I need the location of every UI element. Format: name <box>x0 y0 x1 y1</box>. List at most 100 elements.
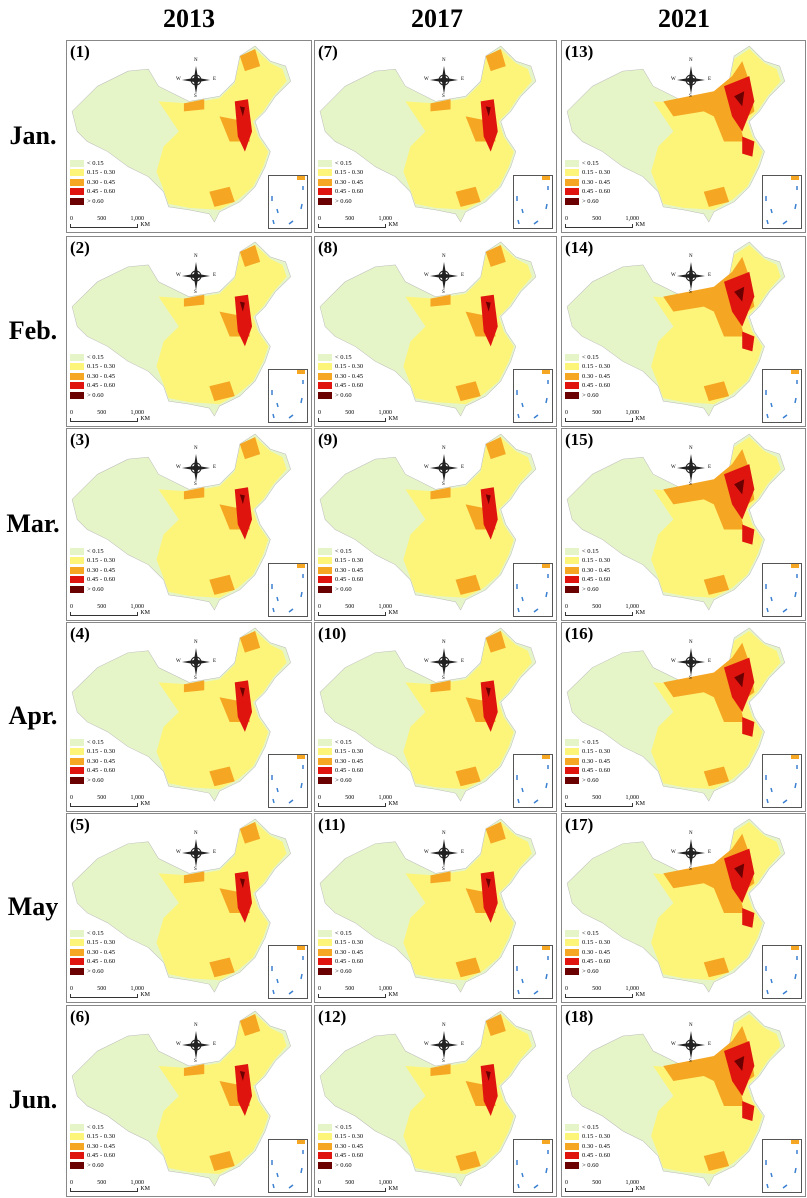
compass-e: E <box>708 659 712 664</box>
map-region-moderate <box>156 630 287 790</box>
legend-item: 0.15 - 0.30 <box>565 168 610 178</box>
legend-item: 0.15 - 0.30 <box>70 168 115 178</box>
legend-swatch <box>70 547 84 555</box>
legend-swatch <box>318 382 332 390</box>
compass-n: N <box>689 640 693 645</box>
panel-label: (13) <box>565 42 594 61</box>
china-map <box>566 45 786 223</box>
scale-tick: 1,000 <box>130 986 145 992</box>
compass-w: W <box>671 77 676 82</box>
compass-s: S <box>689 94 692 99</box>
compass-n: N <box>194 58 198 63</box>
legend-swatch <box>70 939 84 947</box>
compass-n: N <box>194 640 198 645</box>
legend-swatch <box>70 929 84 937</box>
scale-tick: 500 <box>592 604 602 610</box>
legend-swatch <box>70 767 84 775</box>
map-region-very-high <box>724 271 755 352</box>
panel-label: (16) <box>565 624 594 643</box>
legend-swatch <box>70 748 84 756</box>
compass-w: W <box>424 273 429 278</box>
map-region-very-high <box>480 1064 498 1116</box>
legend-item: > 0.60 <box>565 585 610 595</box>
legend-label: > 0.60 <box>335 585 352 593</box>
compass-w: W <box>671 465 676 470</box>
compass-icon: N S W E <box>671 58 711 99</box>
map-panel: (4) N S W E < 0.15 0.15 - 0.30 0.30 - 0.45… <box>66 622 312 812</box>
scale-unit: KM <box>635 610 645 616</box>
scale-unit: KM <box>388 610 398 616</box>
legend-label: < 0.15 <box>335 159 352 167</box>
legend-item: > 0.60 <box>70 585 115 595</box>
scale-bar: 0 500 1,000 KM <box>565 986 645 998</box>
legend-swatch <box>70 353 84 361</box>
map-panel: (16) N S W E < 0.15 0.15 - 0.30 0.30 - 0.4… <box>561 622 806 812</box>
legend-label: 0.15 - 0.30 <box>87 1133 116 1140</box>
legend-item: < 0.15 <box>70 353 115 363</box>
legend-swatch <box>318 1133 332 1141</box>
scale-unit: KM <box>635 992 645 998</box>
legend-item: 0.30 - 0.45 <box>565 372 610 382</box>
legend-label: 0.45 - 0.60 <box>87 576 116 583</box>
compass-n: N <box>442 254 446 259</box>
legend-swatch <box>318 738 332 746</box>
china-map <box>71 818 291 993</box>
legend-label: < 0.15 <box>582 159 599 167</box>
compass-s: S <box>442 290 445 295</box>
legend-label: < 0.15 <box>87 159 104 167</box>
legend-label: < 0.15 <box>582 929 599 937</box>
legend-item: 0.45 - 0.60 <box>70 766 115 776</box>
legend-label: 0.15 - 0.30 <box>582 363 611 370</box>
map-panel: (9) N S W E < 0.15 0.15 - 0.30 0.30 - 0.45… <box>314 428 557 621</box>
scale-tick: 500 <box>592 795 602 801</box>
compass-n: N <box>194 831 198 836</box>
map-region-moderate <box>156 49 287 210</box>
compass-s: S <box>689 1059 692 1064</box>
south-china-sea-inset <box>762 369 802 423</box>
legend-item: 0.30 - 0.45 <box>565 948 610 958</box>
legend-item: 0.30 - 0.45 <box>70 566 115 576</box>
legend-label: > 0.60 <box>87 391 104 399</box>
compass-n: N <box>689 446 693 451</box>
south-china-sea-inset <box>268 175 308 229</box>
compass-n: N <box>194 1023 198 1028</box>
legend-label: 0.45 - 0.60 <box>87 188 116 195</box>
legend-swatch <box>70 188 84 196</box>
legend-swatch <box>318 159 332 167</box>
legend-label: 0.15 - 0.30 <box>335 169 364 176</box>
legend: < 0.15 0.15 - 0.30 0.30 - 0.45 0.45 - 0.60 >… <box>318 1123 363 1171</box>
south-china-sea-inset <box>762 945 802 999</box>
compass-icon: N S W E <box>176 831 216 872</box>
scale-tick: 1,000 <box>378 410 393 416</box>
legend-item: > 0.60 <box>318 776 363 786</box>
legend-item: 0.30 - 0.45 <box>565 566 610 576</box>
south-china-sea-inset <box>513 369 553 423</box>
legend-swatch <box>318 188 332 196</box>
legend-swatch <box>318 585 332 593</box>
compass-icon: N S W E <box>671 1023 711 1064</box>
legend-swatch <box>565 159 579 167</box>
legend-item: 0.45 - 0.60 <box>565 766 610 776</box>
legend-item: 0.45 - 0.60 <box>565 957 610 967</box>
legend-label: 0.30 - 0.45 <box>335 178 364 186</box>
legend-label: 0.15 - 0.30 <box>582 169 611 176</box>
compass-n: N <box>442 640 446 645</box>
legend-label: > 0.60 <box>335 776 352 784</box>
compass-s: S <box>689 867 692 872</box>
compass-s: S <box>194 482 197 487</box>
legend-label: 0.15 - 0.30 <box>87 939 116 946</box>
legend-item: 0.45 - 0.60 <box>318 766 363 776</box>
legend-swatch <box>565 757 579 765</box>
legend-swatch <box>70 585 84 593</box>
map-region-moderate <box>403 49 532 210</box>
scale-bar: 0 500 1,000 KM <box>70 1180 150 1192</box>
panel-label: (15) <box>565 430 594 449</box>
legend-item: 0.15 - 0.30 <box>318 168 363 178</box>
legend-swatch <box>70 169 84 177</box>
legend-swatch <box>70 958 84 966</box>
legend-item: 0.45 - 0.60 <box>70 381 115 391</box>
map-region-high <box>209 186 235 207</box>
legend-swatch <box>70 382 84 390</box>
compass-icon: N S W E <box>176 1023 216 1064</box>
legend-label: 0.15 - 0.30 <box>335 363 364 370</box>
